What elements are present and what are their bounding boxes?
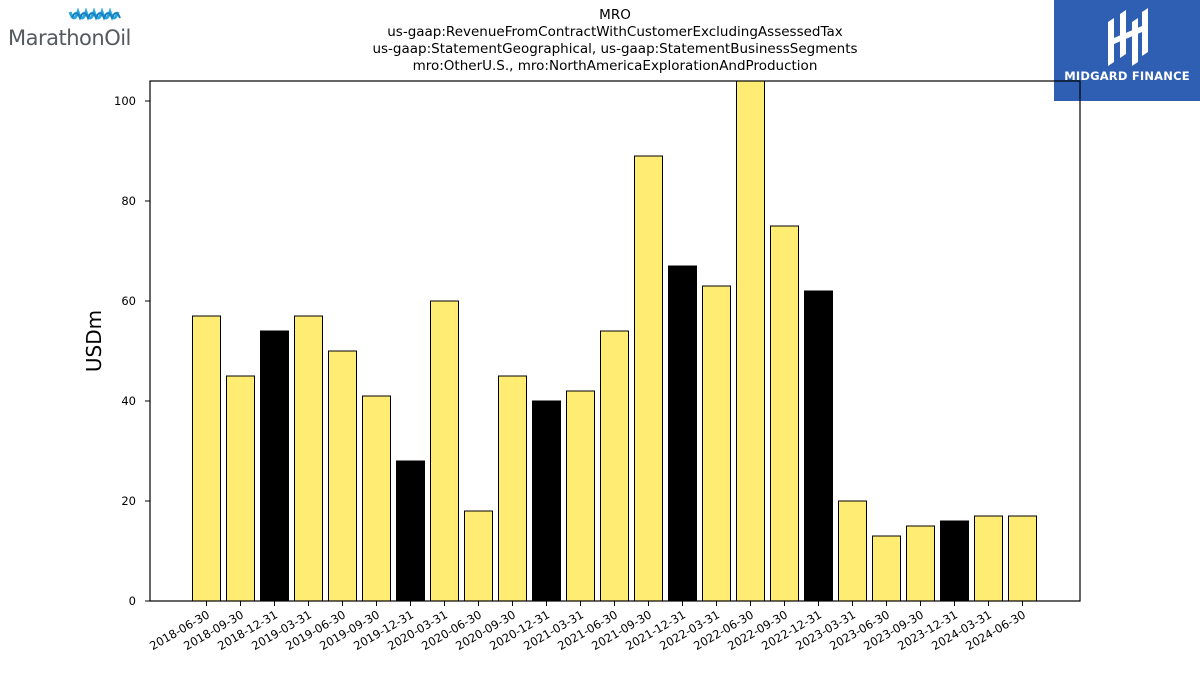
bar-2019-03-31 bbox=[294, 315, 323, 602]
bar-2023-06-30 bbox=[872, 535, 901, 602]
bar-2018-09-30 bbox=[226, 375, 255, 602]
bar-2020-06-30 bbox=[464, 510, 493, 602]
bar-2023-09-30 bbox=[906, 525, 935, 602]
marathon-oil-logo: MarathonOil bbox=[8, 8, 148, 50]
chart-title-axes: us-gaap:StatementGeographical, us-gaap:S… bbox=[372, 41, 858, 57]
y-axis-ticks: 0 20 40 60 80 100 bbox=[114, 94, 150, 608]
bar-2022-03-31 bbox=[702, 285, 731, 602]
y-tick-label: 40 bbox=[121, 394, 136, 408]
chart-title-members: mro:OtherU.S., mro:NorthAmericaExplorati… bbox=[412, 58, 818, 74]
bar-2024-06-30 bbox=[1008, 515, 1037, 602]
bar-2021-06-30 bbox=[600, 330, 629, 602]
marathon-waves-icon bbox=[68, 8, 121, 21]
y-tick-label: 100 bbox=[114, 94, 136, 108]
bar-2024-03-31 bbox=[974, 515, 1003, 602]
chart-title-block: MRO us-gaap:RevenueFromContractWithCusto… bbox=[250, 7, 980, 75]
bar-2022-09-30 bbox=[770, 225, 799, 602]
y-tick-label: 0 bbox=[129, 594, 136, 608]
bar-2018-12-31 bbox=[260, 330, 289, 602]
bar-2020-12-31 bbox=[532, 400, 561, 602]
x-axis-ticks: 2018-06-302018-09-302018-12-312019-03-31… bbox=[147, 601, 1028, 653]
chart-title-ticker: MRO bbox=[599, 7, 631, 23]
bar-2023-03-31 bbox=[838, 500, 867, 602]
y-axis-label: USDm bbox=[82, 310, 106, 372]
bar-series bbox=[192, 80, 1037, 602]
bar-2022-06-30 bbox=[736, 80, 765, 602]
bar-2023-12-31 bbox=[940, 520, 969, 602]
y-tick-label: 60 bbox=[121, 294, 136, 308]
midgard-m-icon bbox=[1108, 8, 1148, 66]
marathon-oil-wordmark: MarathonOil bbox=[8, 26, 131, 50]
plot-frame bbox=[149, 80, 1081, 602]
bar-2021-03-31 bbox=[566, 390, 595, 602]
bar-2021-09-30 bbox=[634, 155, 663, 602]
bar-2022-12-31 bbox=[804, 290, 833, 602]
bar-2019-12-31 bbox=[396, 460, 425, 602]
bar-2020-09-30 bbox=[498, 375, 527, 602]
bar-2018-06-30 bbox=[192, 315, 221, 602]
midgard-finance-wordmark: MIDGARD FINANCE bbox=[1064, 69, 1190, 83]
bar-2019-09-30 bbox=[362, 395, 391, 602]
y-tick-label: 20 bbox=[121, 494, 136, 508]
chart-title-concept: us-gaap:RevenueFromContractWithCustomerE… bbox=[387, 24, 843, 40]
bar-2019-06-30 bbox=[328, 350, 357, 602]
bar-2020-03-31 bbox=[430, 300, 459, 602]
y-tick-label: 80 bbox=[121, 194, 136, 208]
bar-2021-12-31 bbox=[668, 265, 697, 602]
midgard-finance-logo: MIDGARD FINANCE bbox=[1054, 0, 1200, 101]
